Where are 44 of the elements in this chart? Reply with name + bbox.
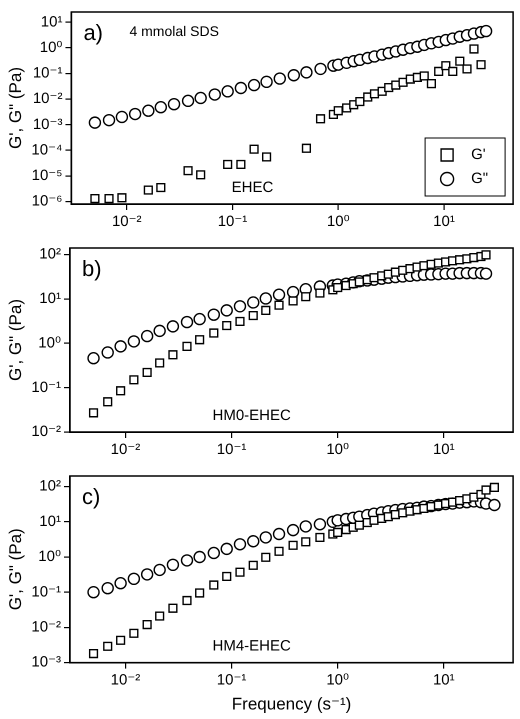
x-tick-label: 10⁻² (110, 672, 140, 689)
y-axis-title: G', G" (Pa) (6, 66, 25, 150)
y-tick-label: 10² (39, 246, 61, 263)
annotation: HM0-EHEC (212, 407, 292, 424)
x-tick-label: 10⁰ (326, 213, 350, 230)
y-tick-label: 10⁰ (40, 38, 62, 56)
y-tick-label: 10⁻⁶ (32, 192, 62, 210)
annotation: EHEC (232, 179, 274, 196)
y-tick-label: 10⁻³ (32, 116, 62, 133)
y-tick-label: 10⁻² (32, 90, 62, 108)
y-tick-label: 10⁰ (38, 334, 61, 352)
y-tick-label: 10⁻¹ (31, 378, 61, 396)
y-tick-label: 10⁰ (38, 548, 61, 566)
x-tick-label: 10⁻¹ (216, 672, 246, 689)
y-tick-label: 10¹ (39, 290, 61, 308)
y-tick-label: 10⁻¹ (32, 64, 62, 82)
x-tick-label: 10⁰ (326, 441, 350, 458)
x-tick-label: 10¹ (432, 672, 455, 689)
y-tick-label: 10⁻⁵ (32, 167, 62, 184)
y-tick-label: 10¹ (40, 13, 62, 30)
y-tick-label: 10¹ (39, 512, 61, 530)
y-tick-label: 10⁻¹ (31, 583, 61, 600)
x-tick-label: 10⁻¹ (216, 441, 246, 458)
annotation: b) (82, 256, 102, 282)
x-tick-label: 10⁰ (326, 672, 350, 689)
y-tick-label: 10² (39, 478, 61, 495)
annotation: c) (82, 484, 100, 510)
x-tick-label: 10¹ (433, 213, 455, 230)
annotation: 4 mmolal SDS (129, 22, 219, 39)
annotation: HM4-EHEC (212, 638, 292, 655)
x-tick-label: 10¹ (432, 441, 455, 458)
x-axis-title: Frequency (s⁻¹) (232, 694, 352, 714)
legend-label: G' (471, 146, 486, 164)
y-tick-label: 10⁻⁴ (31, 141, 62, 158)
legend-label: G" (471, 170, 488, 188)
y-tick-label: 10⁻³ (31, 654, 61, 671)
x-tick-label: 10⁻² (112, 213, 142, 230)
x-tick-label: 10⁻² (110, 441, 140, 458)
y-axis-title: G', G" (Pa) (6, 298, 25, 382)
annotation: a) (83, 20, 104, 46)
x-tick-label: 10⁻¹ (218, 213, 248, 230)
y-tick-label: 10⁻² (31, 423, 61, 440)
y-axis-title: G', G" (Pa) (6, 528, 25, 610)
y-tick-label: 10⁻² (31, 618, 61, 636)
